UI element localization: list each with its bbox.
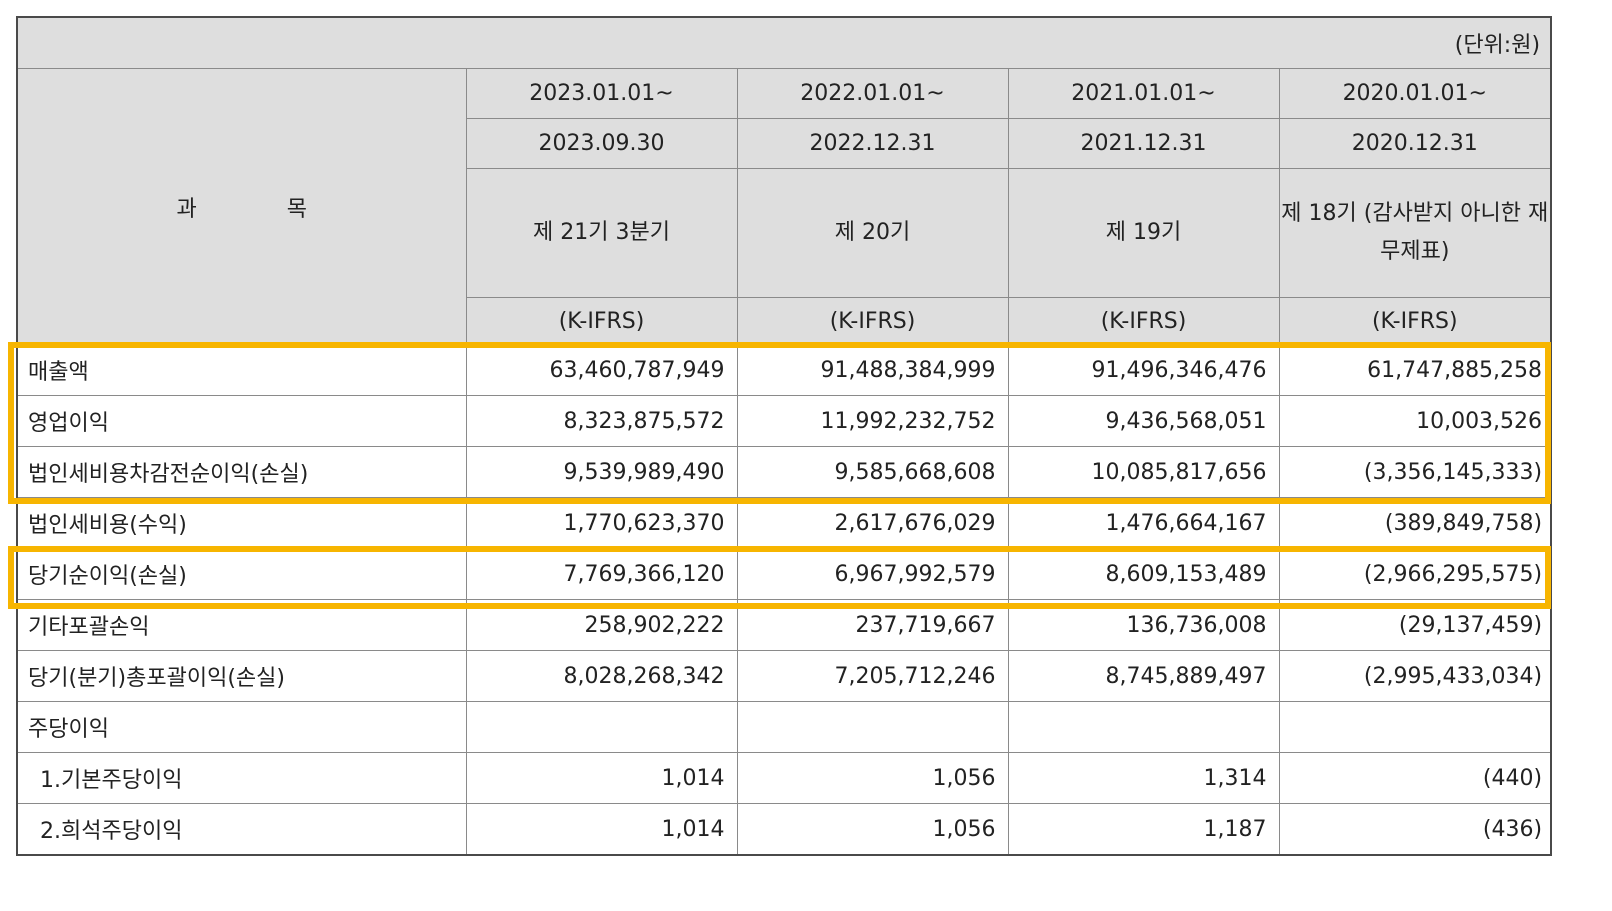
row-value: 9,539,989,490 [465, 446, 738, 498]
row-value: 1,476,664,167 [1007, 497, 1280, 549]
period-end: 2022.12.31 [736, 118, 1009, 169]
row-label: 법인세비용차감전순이익(손실) [16, 446, 467, 498]
row-value: 8,323,875,572 [465, 395, 738, 447]
table-row: 영업이익 8,323,875,572 11,992,232,752 9,436,… [16, 395, 1552, 447]
accounting-standard: (K-IFRS) [736, 297, 1009, 345]
row-value: 61,747,885,258 [1278, 344, 1552, 396]
row-value: 10,003,526 [1278, 395, 1552, 447]
row-value: 1,187 [1007, 803, 1280, 856]
period-start: 2020.01.01~ [1278, 68, 1552, 119]
table-row: 2.희석주당이익 1,014 1,056 1,187 (436) [16, 803, 1552, 856]
row-value: 9,585,668,608 [736, 446, 1009, 498]
table-row: 법인세비용차감전순이익(손실) 9,539,989,490 9,585,668,… [16, 446, 1552, 498]
subject-header-char-1: 과 [176, 196, 197, 222]
row-value: 8,609,153,489 [1007, 548, 1280, 600]
row-label: 당기(분기)총포괄이익(손실) [16, 650, 467, 702]
row-value: 237,719,667 [736, 599, 1009, 651]
table-row: 법인세비용(수익) 1,770,623,370 2,617,676,029 1,… [16, 497, 1552, 549]
row-value: 2,617,676,029 [736, 497, 1009, 549]
period-end: 2023.09.30 [465, 118, 738, 169]
period-start: 2022.01.01~ [736, 68, 1009, 119]
period-end: 2021.12.31 [1007, 118, 1280, 169]
fiscal-term: 제 18기 (감사받지 아니한 재무제표) [1278, 168, 1552, 298]
row-value: (2,995,433,034) [1278, 650, 1552, 702]
row-value: 63,460,787,949 [465, 344, 738, 396]
row-value: 1,014 [465, 752, 738, 804]
row-value: (3,356,145,333) [1278, 446, 1552, 498]
row-value: (436) [1278, 803, 1552, 856]
row-label: 주당이익 [16, 701, 467, 753]
table-row: 기타포괄손익 258,902,222 237,719,667 136,736,0… [16, 599, 1552, 651]
row-value: (29,137,459) [1278, 599, 1552, 651]
row-value [736, 701, 1009, 753]
row-value: 8,745,889,497 [1007, 650, 1280, 702]
subject-header-char-2: 목 [286, 196, 307, 222]
row-value: (2,966,295,575) [1278, 548, 1552, 600]
row-value: 1,056 [736, 803, 1009, 856]
period-start: 2023.01.01~ [465, 68, 738, 119]
row-value: 1,770,623,370 [465, 497, 738, 549]
fiscal-term: 제 21기 3분기 [465, 168, 738, 298]
table-row: 당기순이익(손실) 7,769,366,120 6,967,992,579 8,… [16, 548, 1552, 600]
row-label: 당기순이익(손실) [16, 548, 467, 600]
fiscal-term: 제 20기 [736, 168, 1009, 298]
row-value: 8,028,268,342 [465, 650, 738, 702]
row-value: 6,967,992,579 [736, 548, 1009, 600]
row-label: 기타포괄손익 [16, 599, 467, 651]
fiscal-term: 제 19기 [1007, 168, 1280, 298]
row-value [1007, 701, 1280, 753]
row-value: 1,014 [465, 803, 738, 856]
row-value: 91,496,346,476 [1007, 344, 1280, 396]
accounting-standard: (K-IFRS) [1007, 297, 1280, 345]
period-end: 2020.12.31 [1278, 118, 1552, 169]
row-value: 91,488,384,999 [736, 344, 1009, 396]
row-value: 136,736,008 [1007, 599, 1280, 651]
accounting-standard: (K-IFRS) [1278, 297, 1552, 345]
table-row: 당기(분기)총포괄이익(손실) 8,028,268,342 7,205,712,… [16, 650, 1552, 702]
row-value [1278, 701, 1552, 753]
unit-label: (단위:원) [15, 16, 1553, 69]
accounting-standard: (K-IFRS) [465, 297, 738, 345]
row-value: 9,436,568,051 [1007, 395, 1280, 447]
table-row: 매출액 63,460,787,949 91,488,384,999 91,496… [16, 344, 1552, 396]
row-value: 1,314 [1007, 752, 1280, 804]
table-row: 주당이익 [16, 701, 1552, 753]
row-label: 영업이익 [16, 395, 467, 447]
row-value: 258,902,222 [465, 599, 738, 651]
row-value: (389,849,758) [1278, 497, 1552, 549]
row-value: 7,769,366,120 [465, 548, 738, 600]
row-value: (440) [1278, 752, 1552, 804]
row-value: 11,992,232,752 [736, 395, 1009, 447]
row-label: 법인세비용(수익) [16, 497, 467, 549]
row-value: 7,205,712,246 [736, 650, 1009, 702]
row-label: 2.희석주당이익 [16, 803, 467, 856]
row-value [465, 701, 738, 753]
row-label: 매출액 [16, 344, 467, 396]
period-start: 2021.01.01~ [1007, 68, 1280, 119]
row-value: 1,056 [736, 752, 1009, 804]
table-row: 1.기본주당이익 1,014 1,056 1,314 (440) [16, 752, 1552, 804]
row-label: 1.기본주당이익 [16, 752, 467, 804]
row-value: 10,085,817,656 [1007, 446, 1280, 498]
